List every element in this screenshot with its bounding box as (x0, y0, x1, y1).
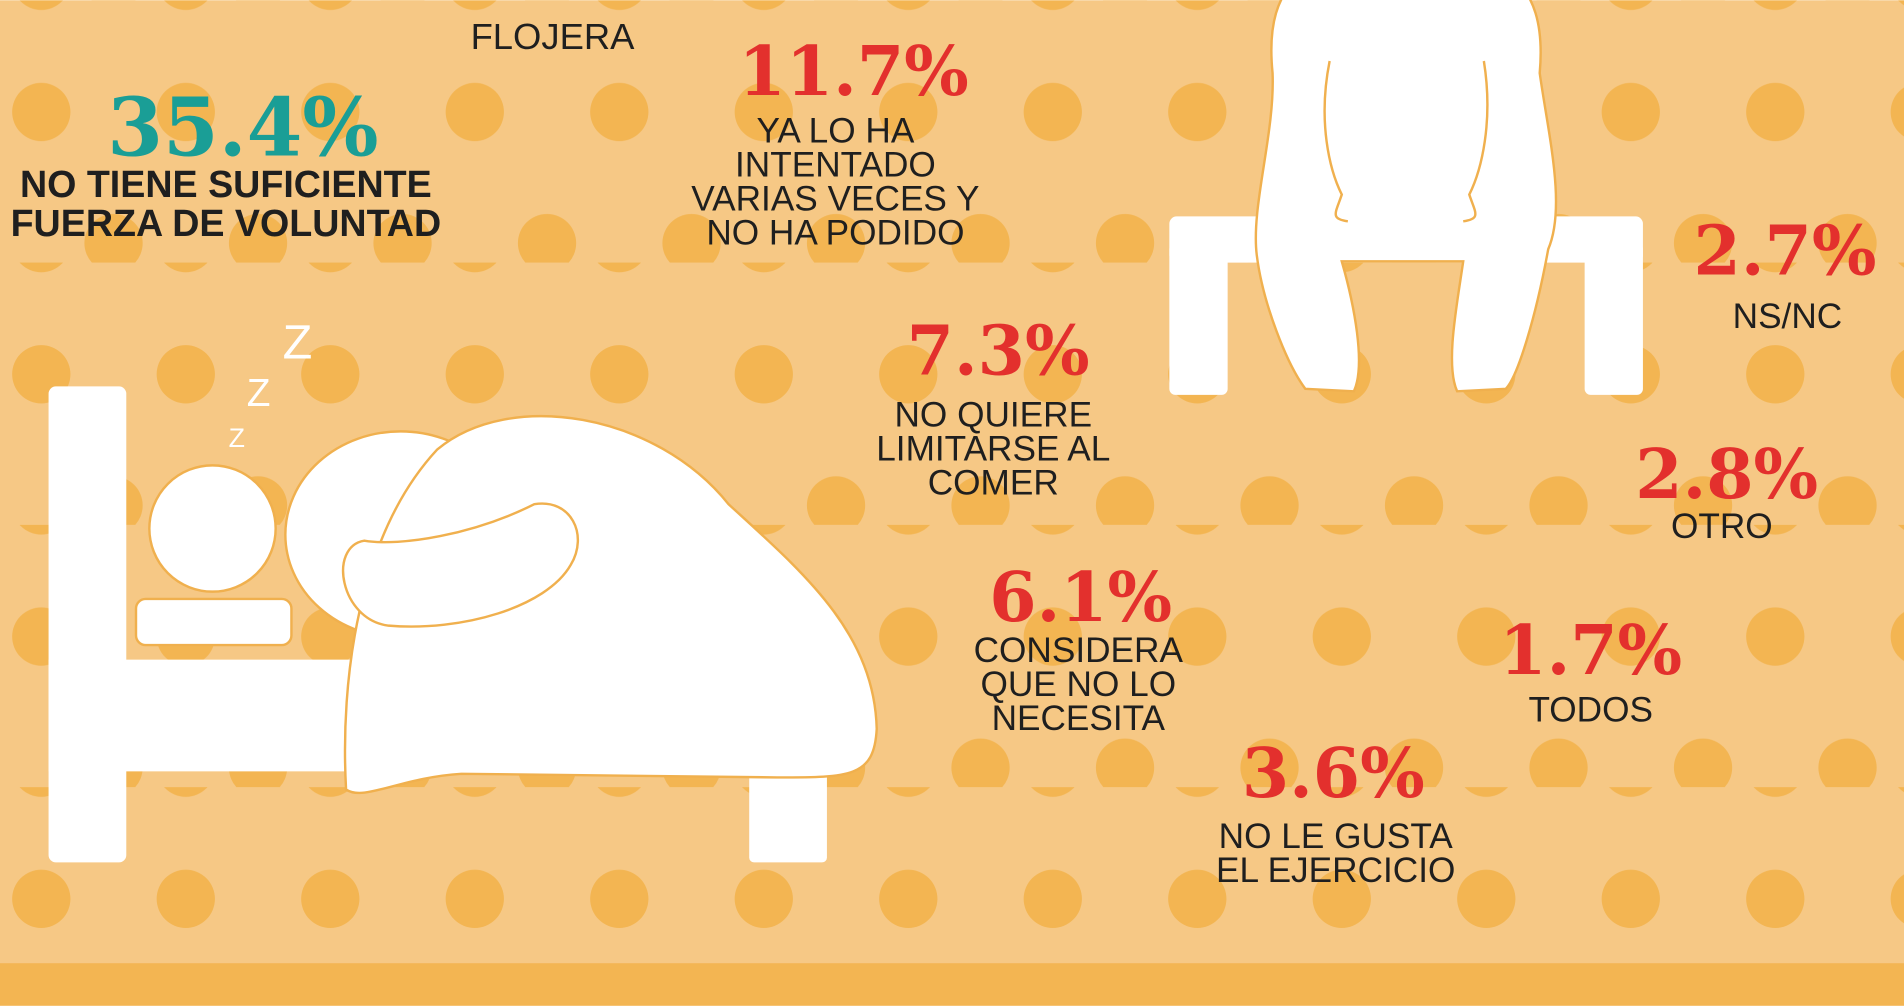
item-label: NO TIENE SUFICIENTE (20, 163, 432, 205)
sleep-letter: Z (283, 316, 313, 370)
percentage: 2.8% (1635, 435, 1818, 515)
item-label: EL EJERCICIO (1216, 851, 1455, 890)
percentage: 6.1% (989, 558, 1172, 638)
percentage: 35.4% (107, 81, 378, 175)
percentage: 7.3% (907, 311, 1090, 391)
infographic: FLOJERA 35.4%NO TIENE SUFICIENTEFUERZA DE… (0, 0, 1904, 1006)
item-label: NS/NC (1733, 297, 1843, 336)
percentage: 3.6% (1242, 734, 1425, 814)
item-label: COMER (928, 464, 1059, 503)
item-label: NO HA PODIDO (706, 213, 964, 252)
item-label: TODOS (1528, 691, 1653, 730)
header-label: FLOJERA (471, 16, 636, 57)
percentage: 11.7% (739, 32, 969, 112)
item-label: NECESITA (992, 699, 1166, 738)
item-label: OTRO (1671, 507, 1773, 546)
page: FLOJERA 35.4%NO TIENE SUFICIENTEFUERZA DE… (0, 0, 1904, 1006)
percentage: 2.7% (1694, 212, 1877, 292)
sleep-letter: Z (247, 372, 271, 415)
item-label: FUERZA DE VOLUNTAD (11, 202, 442, 244)
bottom-band (0, 963, 1904, 1006)
sleep-letter: Z (229, 423, 245, 453)
percentage: 1.7% (1499, 611, 1682, 691)
